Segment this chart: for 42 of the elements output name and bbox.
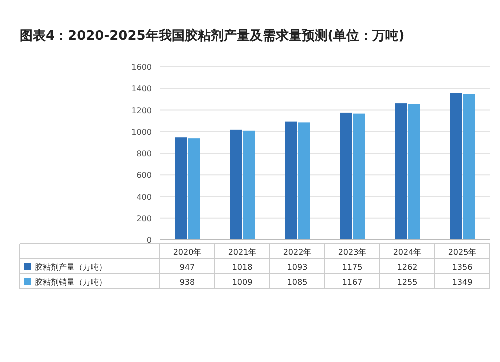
bar bbox=[188, 138, 200, 240]
legend-label: 胶粘剂产量（万吨） bbox=[35, 263, 107, 272]
data-label: 1167 bbox=[342, 278, 363, 287]
y-tick-label: 1000 bbox=[132, 128, 152, 137]
data-label: 1356 bbox=[452, 263, 473, 272]
x-tick-label: 2020年 bbox=[173, 248, 202, 257]
data-label: 1175 bbox=[342, 263, 363, 272]
bar bbox=[353, 114, 365, 240]
data-label: 938 bbox=[180, 278, 196, 287]
bar bbox=[450, 93, 462, 240]
data-label: 1255 bbox=[397, 278, 418, 287]
y-tick-label: 1600 bbox=[132, 63, 152, 72]
data-label: 1018 bbox=[232, 263, 253, 272]
x-tick-label: 2023年 bbox=[338, 248, 367, 257]
bar bbox=[243, 130, 255, 240]
data-label: 1262 bbox=[397, 263, 418, 272]
bar bbox=[230, 130, 242, 240]
bar bbox=[175, 138, 187, 240]
bar bbox=[285, 122, 297, 240]
y-tick-label: 1400 bbox=[132, 84, 152, 94]
legend-label: 胶粘剂销量（万吨） bbox=[35, 278, 107, 287]
bar bbox=[340, 112, 352, 240]
bar bbox=[408, 104, 420, 240]
y-tick-label: 600 bbox=[136, 171, 152, 180]
y-tick-label: 400 bbox=[136, 192, 152, 202]
bar bbox=[463, 94, 475, 240]
x-tick-label: 2024年 bbox=[393, 248, 422, 257]
x-tick-label: 2022年 bbox=[283, 248, 312, 257]
data-label: 1349 bbox=[452, 278, 473, 287]
chart-title: 图表4：2020-2025年我国胶粘剂产量及需求量预测(单位：万吨) bbox=[20, 28, 405, 44]
data-label: 1009 bbox=[232, 278, 253, 287]
y-tick-label: 800 bbox=[136, 150, 152, 158]
bar bbox=[298, 122, 310, 240]
data-label: 1085 bbox=[287, 278, 308, 287]
data-label: 1093 bbox=[287, 263, 308, 272]
x-tick-label: 2025年 bbox=[448, 248, 477, 257]
bar bbox=[395, 104, 407, 240]
y-tick-label: 200 bbox=[136, 214, 152, 224]
x-tick-label: 2021年 bbox=[228, 248, 257, 257]
y-tick-label: 0 bbox=[146, 236, 152, 245]
y-tick-label: 1200 bbox=[132, 106, 152, 116]
data-label: 947 bbox=[180, 263, 196, 272]
